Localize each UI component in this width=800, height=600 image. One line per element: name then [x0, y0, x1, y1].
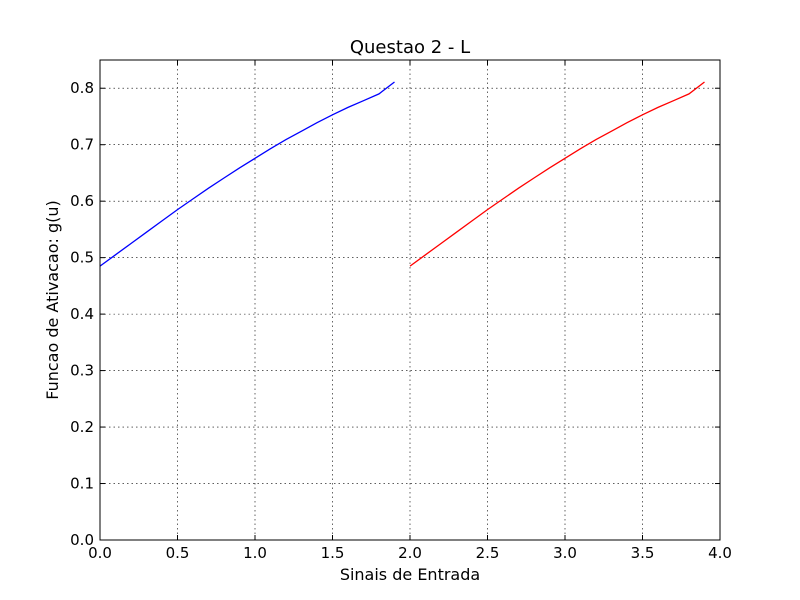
- y-tick-label: 0.3: [70, 362, 94, 380]
- y-tick-label: 0.1: [70, 475, 94, 493]
- y-tick-label: 0.0: [70, 531, 94, 549]
- y-tick-label: 0.8: [70, 79, 94, 97]
- y-tick-label: 0.4: [70, 305, 94, 323]
- y-tick-label: 0.6: [70, 192, 94, 210]
- y-tick-labels: 0.0 0.1 0.2 0.3 0.4 0.5 0.6 0.7 0.8: [70, 79, 94, 549]
- y-tick-label: 0.2: [70, 418, 94, 436]
- x-tick-label: 4.0: [708, 544, 732, 562]
- x-tick-label: 3.5: [631, 544, 655, 562]
- series-group: [99, 81, 705, 267]
- x-tick-label: 1.0: [243, 544, 267, 562]
- y-axis-label: Funcao de Ativacao: g(u): [43, 200, 62, 399]
- series-line-1: [99, 81, 395, 267]
- x-tick-label: 0.0: [88, 544, 112, 562]
- series-line-2: [409, 81, 705, 267]
- x-tick-label: 1.5: [321, 544, 345, 562]
- x-axis-label: Sinais de Entrada: [340, 565, 480, 584]
- x-tick-labels: 0.0 0.5 1.0 1.5 2.0 2.5 3.0 3.5 4.0: [88, 544, 732, 562]
- y-tick-label: 0.7: [70, 136, 94, 154]
- x-tick-label: 2.0: [398, 544, 422, 562]
- y-tick-label: 0.5: [70, 249, 94, 267]
- chart-title: Questao 2 - L: [350, 37, 470, 58]
- grid: [99, 60, 721, 541]
- x-tick-label: 2.5: [476, 544, 500, 562]
- x-tick-label: 3.0: [553, 544, 577, 562]
- ticks: [99, 60, 721, 541]
- x-tick-label: 0.5: [166, 544, 190, 562]
